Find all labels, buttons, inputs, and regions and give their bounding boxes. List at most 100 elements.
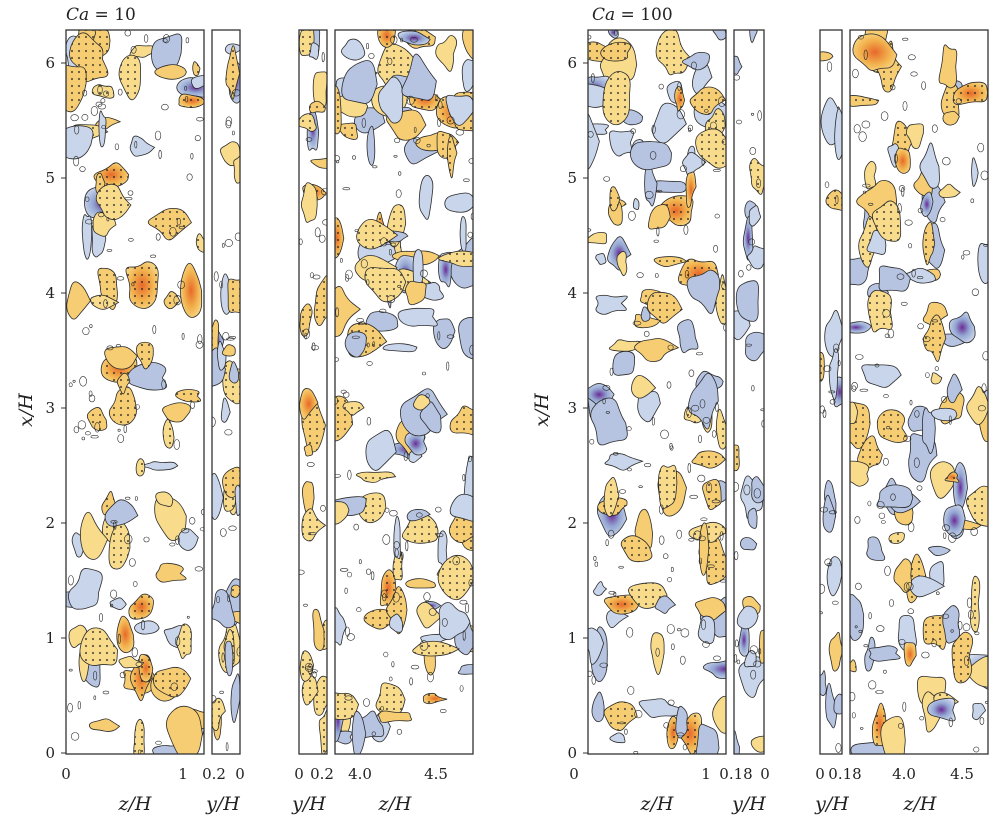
contour-speck (371, 731, 376, 737)
contour-speck (684, 270, 690, 279)
contour-speck (906, 582, 914, 591)
x-axis-label: y/H (205, 793, 240, 815)
warm-structure (312, 71, 327, 107)
contour-speck (962, 250, 971, 256)
contour-speck (898, 639, 906, 645)
contour-speck (133, 581, 138, 587)
contour-speck (109, 603, 114, 608)
dotted-overlay (299, 113, 317, 132)
contour-speck (663, 722, 670, 729)
contour-speck (426, 143, 431, 148)
panel-ca100-z-near: 0 1 z/H (569, 29, 727, 815)
warm-structure (116, 615, 135, 654)
dotted-overlay (230, 584, 240, 598)
contour-speck (390, 35, 398, 45)
contour-speck (366, 361, 373, 366)
contour-speck (336, 160, 340, 164)
cool-structure (341, 60, 378, 104)
contour-speck (318, 234, 326, 243)
contour-speck (303, 603, 308, 607)
contour-speck (594, 561, 598, 567)
contour-speck (388, 676, 393, 682)
contour-speck (715, 402, 719, 412)
cool-structure (457, 663, 473, 675)
y-tick-label: 0 (45, 744, 55, 762)
cool-structure (612, 350, 636, 376)
contour-speck (225, 742, 229, 752)
x-tick-label: 0 (569, 765, 579, 783)
warm-structure (864, 160, 877, 190)
warm-structure (685, 171, 697, 208)
case-symbol: Ca (66, 5, 89, 25)
cool-structure (850, 594, 865, 641)
contour-speck (748, 238, 755, 246)
contour-speck (342, 187, 351, 191)
y-tick-label: 6 (567, 54, 577, 72)
contour-speck (354, 229, 359, 233)
contour-speck (335, 307, 339, 318)
contour-speck (463, 178, 470, 182)
contour-speck (914, 410, 920, 418)
cool-structure (864, 636, 876, 672)
cool-structure (224, 640, 234, 677)
contour-speck (352, 155, 356, 160)
contour-speck (134, 496, 138, 501)
contour-speck (753, 660, 762, 668)
warm-structure (378, 710, 412, 723)
contour-speck (698, 557, 703, 565)
contour-speck (437, 331, 441, 341)
cool-structure (595, 294, 628, 315)
x-tick-label: 0.18 (828, 765, 861, 783)
contour-speck (934, 366, 939, 371)
contour-speck (459, 599, 468, 605)
contour-speck (713, 245, 718, 253)
contour-speck (660, 429, 669, 439)
contour-speck (850, 692, 856, 702)
contour-speck (128, 558, 136, 567)
contour-speck (130, 45, 137, 54)
contour-speck (143, 536, 150, 543)
x-axis-label: z/H (378, 793, 412, 815)
contour-speck (88, 390, 93, 397)
contour-speck (651, 417, 655, 426)
y-tick: 2 (45, 514, 66, 532)
contour-speck (627, 686, 635, 695)
contour-speck (707, 564, 715, 568)
cool-structure (341, 38, 366, 61)
contour-speck (626, 627, 634, 638)
contour-speck (659, 504, 664, 515)
contour-speck (676, 529, 683, 539)
dotted-overlay (858, 216, 881, 268)
contour-speck (908, 243, 913, 249)
dotted-overlay (342, 401, 364, 416)
contour-speck (957, 620, 963, 630)
cool-structure (919, 142, 940, 189)
contour-speck (888, 599, 894, 607)
contour-speck (867, 500, 872, 507)
contour-speck (405, 540, 409, 552)
y-tick-label: 4 (45, 284, 55, 302)
contour-speck (381, 589, 388, 598)
contour-speck (917, 323, 924, 330)
cool-structure (588, 627, 605, 665)
warm-structure (903, 642, 917, 667)
cool-structure (593, 581, 608, 596)
contour-speck (380, 706, 384, 711)
cool-structure (946, 373, 963, 404)
contour-speck (705, 482, 713, 494)
x-tick-label: 0 (61, 765, 71, 783)
warm-structure (118, 656, 145, 669)
cool-structure (948, 311, 976, 344)
contour-speck (114, 143, 119, 151)
contour-speck (971, 288, 980, 296)
cool-structure (433, 318, 456, 350)
contour-speck (117, 88, 123, 96)
cool-structure (930, 407, 958, 422)
warm-structure (966, 386, 988, 425)
warm-structure (650, 632, 665, 675)
contour-speck (910, 71, 918, 77)
contour-speck (415, 512, 423, 518)
dotted-overlay (302, 675, 319, 705)
contour-speck (98, 212, 105, 218)
dotted-overlay (119, 55, 141, 100)
